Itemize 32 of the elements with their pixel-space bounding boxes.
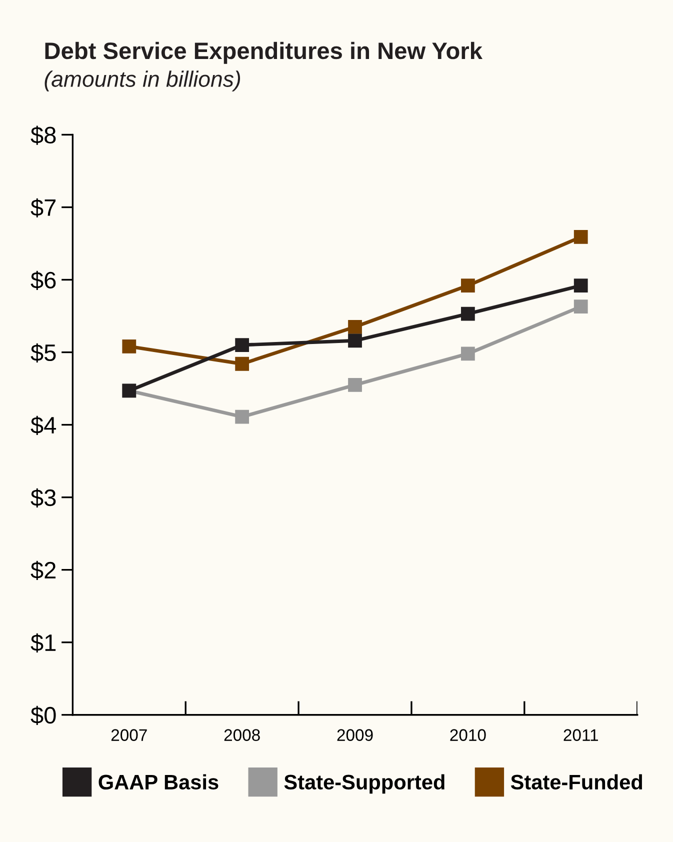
y-tick-label: $4 xyxy=(30,416,56,435)
legend-label: State-Funded xyxy=(510,774,642,790)
y-tick-label: $6 xyxy=(30,270,56,290)
x-tick-label: 2008 xyxy=(224,729,260,741)
point xyxy=(348,334,362,348)
point xyxy=(574,300,588,314)
point xyxy=(574,230,588,244)
x-tick-label: 2010 xyxy=(450,729,486,741)
point xyxy=(460,306,475,321)
point xyxy=(235,410,250,424)
legend-label: GAAP Basis xyxy=(98,774,218,790)
x-tick-label: 2011 xyxy=(564,729,598,741)
y-tick-label: $2 xyxy=(30,560,56,580)
x-tick-label: 2009 xyxy=(337,729,373,741)
y-tick-label: $1 xyxy=(30,633,56,653)
y-tick-label: $3 xyxy=(30,488,56,508)
y-tick-label: $5 xyxy=(30,343,56,362)
y-tick-label: $7 xyxy=(30,198,56,218)
point xyxy=(235,338,250,352)
point xyxy=(460,346,475,361)
point xyxy=(235,356,250,371)
point xyxy=(574,278,588,292)
point xyxy=(122,340,136,354)
legend-label: State-Supported xyxy=(284,774,444,794)
point xyxy=(348,320,362,334)
point xyxy=(460,278,475,292)
x-tick-label: 2007 xyxy=(111,729,147,741)
chart-title: Debt Service Expenditures in New York xyxy=(45,42,482,64)
point xyxy=(348,378,362,392)
y-tick-label: $0 xyxy=(30,706,56,726)
chart-subtitle: (amounts in billions) xyxy=(44,70,240,92)
y-tick-label: $8 xyxy=(30,126,56,145)
